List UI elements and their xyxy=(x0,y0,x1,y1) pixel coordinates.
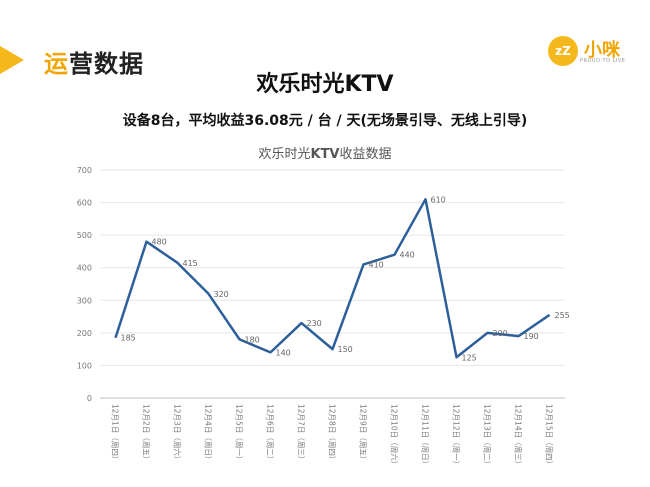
x-tick-label: 12月14日（周三） xyxy=(514,404,523,468)
data-label: 230 xyxy=(307,319,322,328)
section-title-accent: 运 xyxy=(44,50,69,78)
x-tick-label: 12月5日（周一） xyxy=(235,404,244,463)
header-triangle-decoration xyxy=(0,46,24,74)
y-tick-label: 300 xyxy=(77,296,92,305)
y-tick-label: 200 xyxy=(77,329,92,338)
data-label: 190 xyxy=(524,332,539,341)
x-tick-label: 12月8日（周四） xyxy=(328,404,337,463)
data-label: 410 xyxy=(369,260,384,269)
data-label: 255 xyxy=(555,311,570,320)
chart-title: 欢乐时光KTV收益数据 xyxy=(0,143,650,162)
chart-title-prefix: 欢乐时光 xyxy=(258,147,311,162)
data-label: 180 xyxy=(245,335,260,344)
x-tick-label: 12月2日（周五） xyxy=(142,404,151,463)
data-label: 320 xyxy=(214,290,229,299)
page-title: 欢乐时光KTV xyxy=(256,72,394,97)
chart-x-ticks: 12月1日（周四） 12月2日（周五） 12月3日（周六） 12月4日（周日） 12月5… xyxy=(111,404,554,468)
data-label: 140 xyxy=(276,348,291,357)
x-tick-label: 12月6日（周二） xyxy=(266,404,275,463)
data-label: 610 xyxy=(431,195,446,204)
data-label: 125 xyxy=(462,353,477,362)
data-label: 440 xyxy=(400,251,415,260)
y-tick-label: 100 xyxy=(77,361,92,370)
x-tick-label: 12月3日（周六） xyxy=(173,404,183,463)
data-label: 150 xyxy=(338,345,353,354)
x-tick-label: 12月10日（周六） xyxy=(390,404,400,468)
section-title-rest: 营数据 xyxy=(69,50,144,78)
x-tick-label: 12月15日（周四） xyxy=(545,404,554,468)
section-title: 运营数据 xyxy=(44,44,144,79)
x-tick-label: 12月12日（周一） xyxy=(452,404,461,468)
x-tick-label: 12月7日（周三） xyxy=(297,404,306,463)
x-tick-label: 12月13日（周二） xyxy=(483,404,492,468)
x-tick-label: 12月4日（周日） xyxy=(204,404,213,463)
data-label: 200 xyxy=(493,329,508,338)
chart-title-suffix: 收益数据 xyxy=(339,147,392,162)
series-line xyxy=(114,198,551,359)
chart-title-bold: KTV xyxy=(310,147,340,162)
logo-text: 小咪 xyxy=(584,40,620,61)
logo-subtext: PROUD TO LIVE xyxy=(580,58,626,64)
data-label: 415 xyxy=(183,259,198,268)
chart-y-ticks: 0 100 200 300 400 500 600 700 xyxy=(77,166,92,403)
y-tick-label: 400 xyxy=(77,264,92,273)
chart-data-labels: 185 480 415 320 180 140 230 150 410 440 610 125 200 1… xyxy=(121,195,570,362)
logo-icon: zZ xyxy=(548,36,578,66)
page-subtitle: 设备8台，平均收益36.08元 / 台 / 天(无场景引导、无线上引导) xyxy=(122,113,528,129)
y-tick-label: 700 xyxy=(77,166,92,175)
y-tick-label: 500 xyxy=(77,231,92,240)
x-tick-label: 12月1日（周四） xyxy=(111,404,120,463)
data-label: 185 xyxy=(121,334,136,343)
data-label: 480 xyxy=(152,238,167,247)
x-tick-label: 12月11日（周日） xyxy=(421,404,430,468)
y-tick-label: 0 xyxy=(87,394,92,403)
x-tick-label: 12月9日（周五） xyxy=(359,404,368,463)
y-tick-label: 600 xyxy=(77,199,92,208)
chart-gridlines xyxy=(100,169,565,399)
